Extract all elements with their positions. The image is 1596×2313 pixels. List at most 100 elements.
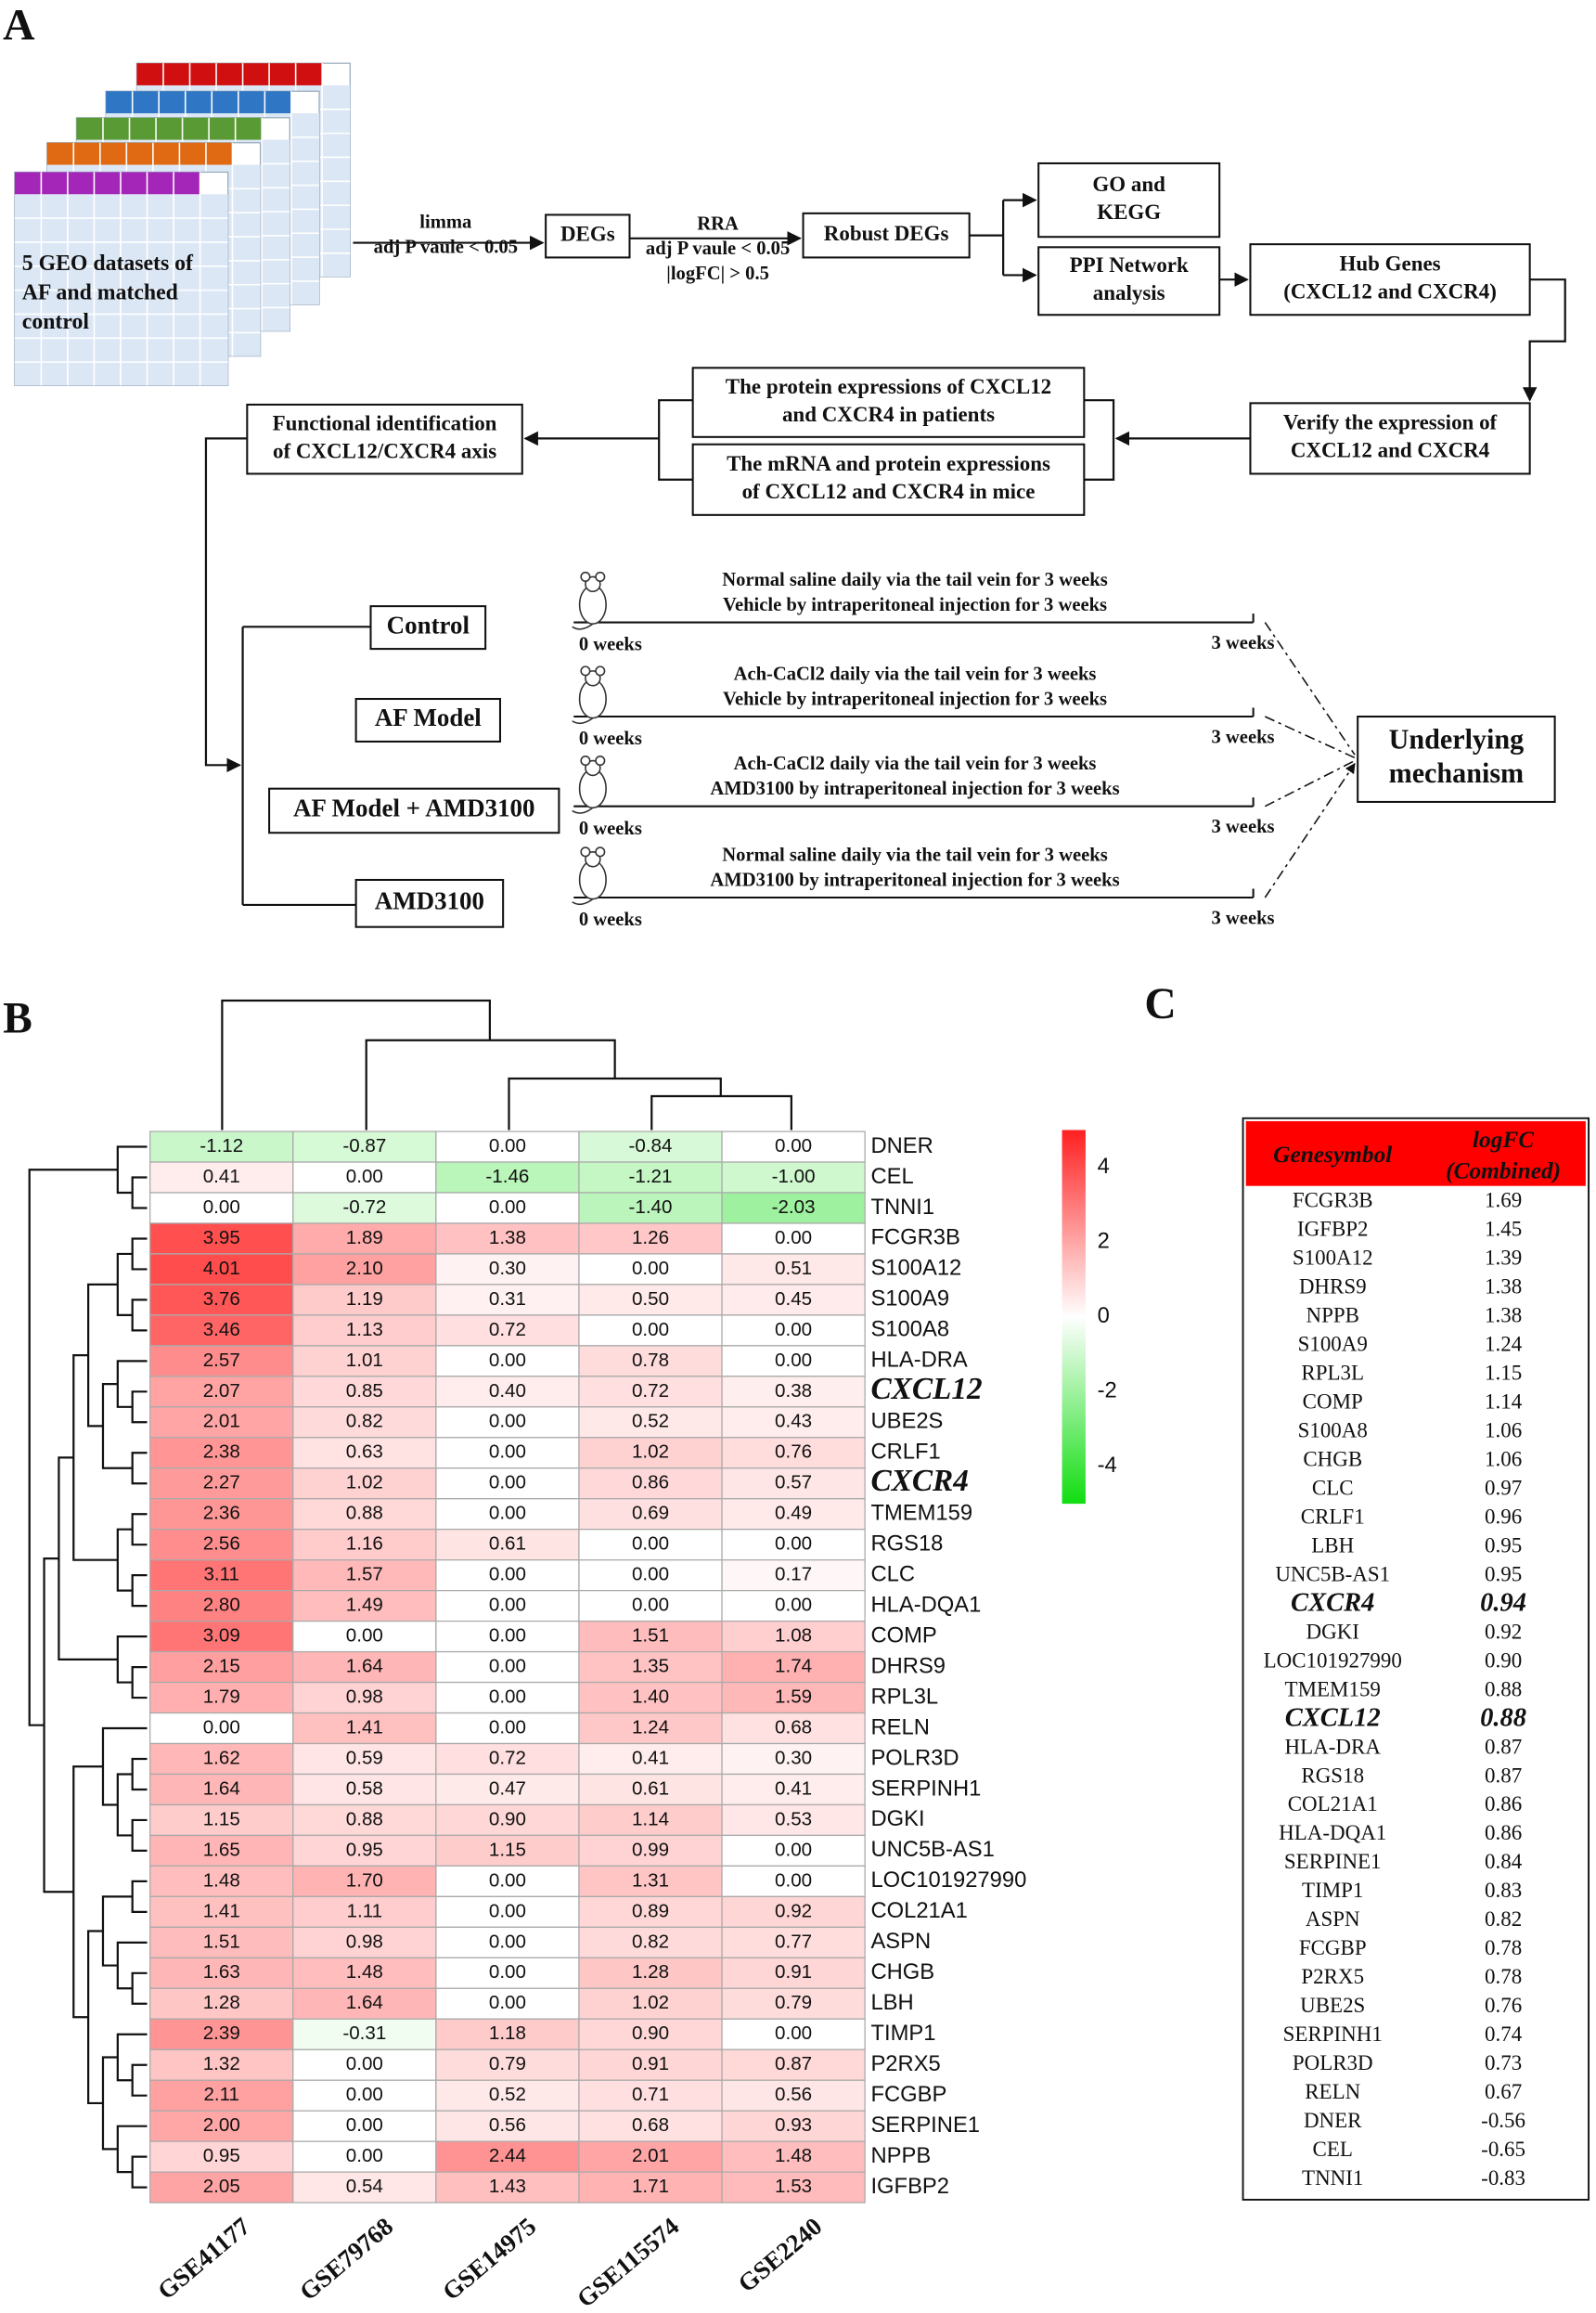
table-cell: UNC5B-AS1 xyxy=(1275,1562,1390,1585)
heatmap-cell xyxy=(435,1222,580,1255)
heatmap-cell xyxy=(149,1987,294,2020)
heatmap-cell xyxy=(292,1742,437,1776)
timeline-start: 0 weeks xyxy=(579,819,642,839)
gene-label: TNNI1 xyxy=(870,1195,934,1220)
cell-value: 0.91 xyxy=(775,1961,812,1983)
cell-value: 2.80 xyxy=(203,1595,240,1616)
cell-value: 0.00 xyxy=(632,1319,669,1340)
mouse-icon xyxy=(572,717,594,725)
cell-value: 0.00 xyxy=(775,1350,812,1371)
cell-value: 0.90 xyxy=(489,1808,526,1829)
heatmap-cell xyxy=(149,1865,294,1898)
flow-label: of CXCL12 and CXCR4 in mice xyxy=(742,480,1036,503)
cell-value: 0.00 xyxy=(489,1350,526,1371)
flow-label: Robust DEGs xyxy=(824,222,949,245)
cell-value: 1.48 xyxy=(346,1961,383,1983)
panel-label: A xyxy=(3,2,34,50)
cell-value: 0.41 xyxy=(203,1166,240,1187)
heatmap-cell xyxy=(292,1192,437,1224)
cell-value: 0.98 xyxy=(346,1686,383,1707)
table-cell: SERPINH1 xyxy=(1283,2022,1383,2046)
table-header-cell: (Combined) xyxy=(1446,1157,1561,1183)
table-cell: 1.39 xyxy=(1485,1246,1522,1269)
table-cell: 1.38 xyxy=(1485,1274,1522,1298)
flow-label: Control xyxy=(387,611,470,639)
table-cell: 0.86 xyxy=(1485,1821,1522,1844)
timeline-label: Ach-CaCl2 daily via the tail vein for 3 … xyxy=(734,754,1097,774)
flow-label: The mRNA and protein expressions xyxy=(727,452,1050,475)
heatmap-cell xyxy=(721,1345,866,1377)
heatmap-cell xyxy=(435,1895,580,1928)
cell-value: 1.59 xyxy=(775,1686,812,1707)
flow-label: CXCL12 and CXCR4 xyxy=(1291,439,1490,462)
table-cell: 0.78 xyxy=(1485,1936,1522,1959)
heatmap-cell xyxy=(435,1987,580,2020)
cell-value: 1.79 xyxy=(203,1686,240,1707)
gene-label: HLA-DQA1 xyxy=(870,1592,981,1617)
heatmap-cell xyxy=(149,1803,294,1837)
table-cell: CXCR4 xyxy=(1291,1589,1374,1618)
table-cell: HLA-DRA xyxy=(1285,1735,1382,1758)
timeline-label: Vehicle by intraperitoneal injection for… xyxy=(723,595,1107,615)
sheet-header xyxy=(136,63,323,85)
heatmap-cell xyxy=(721,1712,866,1745)
cell-value: 3.95 xyxy=(203,1227,240,1248)
heatmap-cell xyxy=(149,1284,294,1316)
cell-value: 0.00 xyxy=(775,1135,812,1156)
cell-value: -2.03 xyxy=(772,1196,816,1218)
heatmap-cell xyxy=(435,1253,580,1286)
row-dendrogram xyxy=(131,1390,148,1424)
cell-value: 2.11 xyxy=(203,2084,239,2105)
cell-value: 0.78 xyxy=(632,1350,669,1371)
cell-value: -0.31 xyxy=(342,2022,386,2044)
cell-value: 1.11 xyxy=(347,1900,383,1921)
heatmap-cell xyxy=(435,1834,580,1867)
cell-value: 1.63 xyxy=(203,1961,240,1983)
cell-value: 3.11 xyxy=(203,1564,239,1585)
cell-value: 1.18 xyxy=(489,2022,526,2044)
heatmap-cell xyxy=(721,1742,866,1776)
table-cell: 1.45 xyxy=(1485,1217,1522,1240)
flow-label: AMD3100 xyxy=(375,887,484,915)
cell-value: 0.00 xyxy=(489,1595,526,1616)
cell-value: 1.16 xyxy=(346,1533,383,1555)
cell-value: 0.68 xyxy=(632,2114,669,2136)
cell-value: 2.39 xyxy=(203,2022,240,2044)
row-dendrogram xyxy=(131,1971,148,2005)
flow-box xyxy=(246,403,523,475)
flow-box xyxy=(369,605,487,651)
table-cell: 0.84 xyxy=(1485,1850,1523,1873)
heatmap-cell xyxy=(149,2171,294,2203)
heatmap-cell xyxy=(149,1681,294,1714)
cell-value: 1.19 xyxy=(346,1288,383,1310)
sheet-header xyxy=(76,117,263,140)
cell-value: -0.84 xyxy=(629,1135,673,1156)
sheet-header xyxy=(46,142,233,165)
table-cell: CRLF1 xyxy=(1301,1505,1365,1528)
gene-label: TIMP1 xyxy=(870,2021,935,2046)
row-dendrogram xyxy=(131,1176,148,1209)
row-dendrogram xyxy=(28,1169,118,1726)
flow-box xyxy=(1037,162,1221,239)
row-dendrogram xyxy=(131,1452,148,1485)
cell-value: 2.00 xyxy=(203,2114,240,2136)
table-cell: 0.67 xyxy=(1485,2080,1522,2103)
gene-label: CXCL12 xyxy=(870,1372,982,1406)
heatmap-cell xyxy=(149,1712,294,1745)
heatmap-cell xyxy=(292,1437,437,1469)
row-dendrogram xyxy=(116,1528,133,1592)
row-dendrogram xyxy=(131,1665,148,1699)
edge-label: RRA xyxy=(697,213,739,234)
cell-value: 0.00 xyxy=(632,1564,669,1585)
heatmap-cell xyxy=(149,1529,294,1561)
heatmap-cell xyxy=(721,2048,866,2081)
flow-box xyxy=(1249,243,1531,317)
edge-label: adj P vaule < 0.05 xyxy=(374,238,518,258)
dataset-sheets xyxy=(14,62,351,386)
cell-value: 0.00 xyxy=(489,1869,526,1891)
timeline-label: AMD3100 by intraperitoneal injection for… xyxy=(710,779,1119,799)
heatmap-cell xyxy=(149,1559,294,1592)
cell-value: 1.57 xyxy=(346,1564,383,1585)
cell-value: 3.46 xyxy=(203,1319,240,1340)
table-cell: 1.38 xyxy=(1485,1303,1522,1326)
